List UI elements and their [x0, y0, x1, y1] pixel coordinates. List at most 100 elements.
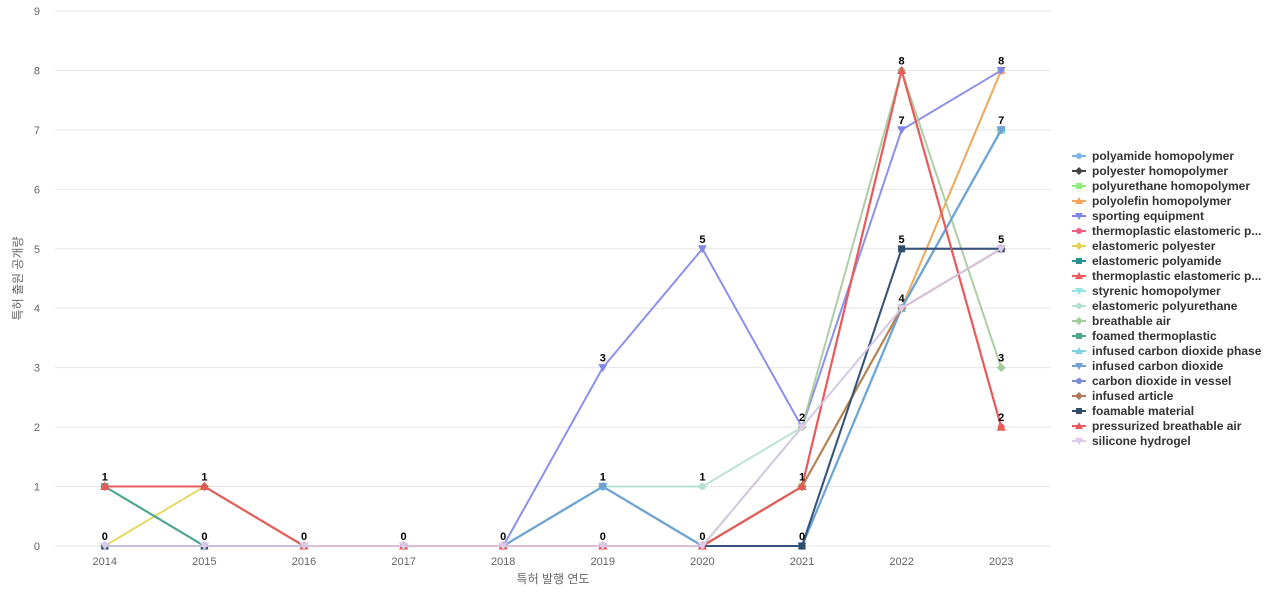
data-label: 5	[899, 234, 905, 246]
legend-marker	[1075, 317, 1083, 325]
data-label: 4	[899, 293, 906, 305]
legend-label: infused article	[1092, 389, 1174, 403]
legend-item[interactable]: infused carbon dioxide phase	[1072, 344, 1262, 358]
legend-item[interactable]: elastomeric polyamide	[1072, 254, 1222, 268]
legend-label: thermoplastic elastomeric p...	[1092, 269, 1261, 283]
legend-item[interactable]: carbon dioxide in vessel	[1072, 374, 1231, 388]
legend-item[interactable]: polyurethane homopolymer	[1072, 179, 1250, 193]
data-point	[598, 364, 608, 373]
data-point	[698, 483, 706, 491]
legend-label: pressurized breathable air	[1092, 419, 1242, 433]
legend-label: silicone hydrogel	[1092, 434, 1191, 448]
data-label: 1	[600, 472, 606, 484]
legend-item[interactable]: silicone hydrogel	[1072, 434, 1191, 448]
data-label: 0	[301, 531, 307, 543]
data-point	[797, 482, 807, 491]
data-point	[996, 66, 1006, 75]
data-label: 5	[998, 234, 1004, 246]
data-point	[399, 542, 409, 551]
y-tick-label: 0	[34, 541, 40, 553]
legend-marker	[1075, 272, 1083, 279]
data-point	[199, 542, 209, 551]
legend-item[interactable]: foamed thermoplastic	[1072, 329, 1217, 343]
data-label: 1	[102, 472, 108, 484]
x-tick-label: 2022	[889, 556, 913, 568]
legend-label: styrenic homopolymer	[1092, 284, 1221, 298]
data-point	[598, 542, 608, 551]
data-label: 1	[799, 472, 805, 484]
series-line	[104, 247, 1002, 547]
data-point	[697, 245, 707, 254]
legend-label: infused carbon dioxide	[1092, 359, 1224, 373]
series-18	[101, 245, 1005, 550]
y-tick-label: 6	[34, 184, 40, 196]
x-tick-label: 2023	[989, 556, 1013, 568]
data-label: 8	[998, 55, 1004, 67]
legend-item[interactable]: infused article	[1072, 389, 1174, 403]
x-tick-label: 2014	[93, 556, 117, 568]
legend-marker	[1076, 258, 1082, 264]
data-label: 2	[799, 412, 805, 424]
legend-label: sporting equipment	[1092, 209, 1204, 223]
data-point	[898, 245, 906, 253]
data-label: 0	[201, 531, 207, 543]
series-16	[101, 245, 1005, 550]
legend-label: polyester homopolymer	[1092, 164, 1228, 178]
legend-item[interactable]: polyamide homopolymer	[1072, 149, 1234, 163]
data-point	[100, 542, 110, 551]
legend-label: thermoplastic elastomeric p...	[1092, 224, 1261, 238]
data-point	[996, 363, 1006, 373]
data-point	[199, 482, 209, 491]
legend-marker	[1076, 153, 1082, 159]
x-tick-label: 2015	[192, 556, 216, 568]
legend-item[interactable]: thermoplastic elastomeric p...	[1072, 224, 1261, 238]
legend-item[interactable]: elastomeric polyurethane	[1072, 299, 1238, 313]
legend-item[interactable]: pressurized breathable air	[1072, 419, 1242, 433]
data-point	[897, 65, 907, 74]
data-point	[598, 483, 608, 492]
legend-item[interactable]: foamable material	[1072, 404, 1194, 418]
x-tick-label: 2016	[292, 556, 316, 568]
y-tick-label: 3	[34, 363, 40, 375]
data-label: 0	[401, 531, 407, 543]
legend-label: elastomeric polyamide	[1092, 254, 1222, 268]
y-tick-label: 9	[34, 6, 40, 18]
legend-item[interactable]: polyester homopolymer	[1072, 164, 1228, 178]
legend-item[interactable]: polyolefin homopolymer	[1072, 194, 1232, 208]
y-tick-label: 1	[34, 482, 40, 494]
legend-item[interactable]: sporting equipment	[1072, 209, 1204, 223]
legend-marker	[1076, 228, 1082, 234]
data-point	[897, 126, 907, 135]
legend-marker	[1076, 408, 1082, 414]
legend-item[interactable]: infused carbon dioxide	[1072, 359, 1224, 373]
y-axis-title: 특허 출원 공개량	[11, 237, 25, 321]
data-label: 0	[102, 531, 108, 543]
legend-marker	[1075, 347, 1083, 354]
legend-item[interactable]: thermoplastic elastomeric p...	[1072, 269, 1261, 283]
data-label: 0	[600, 531, 606, 543]
legend-item[interactable]: styrenic homopolymer	[1072, 284, 1221, 298]
series-20	[100, 245, 1006, 551]
legend-label: foamed thermoplastic	[1092, 329, 1217, 343]
grid	[55, 10, 1051, 547]
legend-marker	[1075, 422, 1083, 429]
legend-item[interactable]: elastomeric polyester	[1072, 239, 1216, 253]
legend-marker	[1075, 197, 1083, 204]
series-group	[100, 65, 1006, 551]
series-line	[104, 247, 1002, 547]
data-label: 7	[899, 115, 905, 127]
data-point	[797, 423, 807, 432]
legend-item[interactable]: breathable air	[1072, 314, 1171, 328]
legend-marker	[1075, 242, 1083, 250]
y-tick-label: 2	[34, 422, 40, 434]
legend-label: polyolefin homopolymer	[1092, 194, 1232, 208]
legend-label: polyamide homopolymer	[1092, 149, 1234, 163]
y-tick-label: 4	[34, 303, 40, 315]
data-point	[996, 422, 1006, 431]
series-line	[104, 247, 1002, 547]
data-label: 0	[699, 531, 705, 543]
x-tick-label: 2020	[690, 556, 714, 568]
data-point	[996, 126, 1006, 135]
